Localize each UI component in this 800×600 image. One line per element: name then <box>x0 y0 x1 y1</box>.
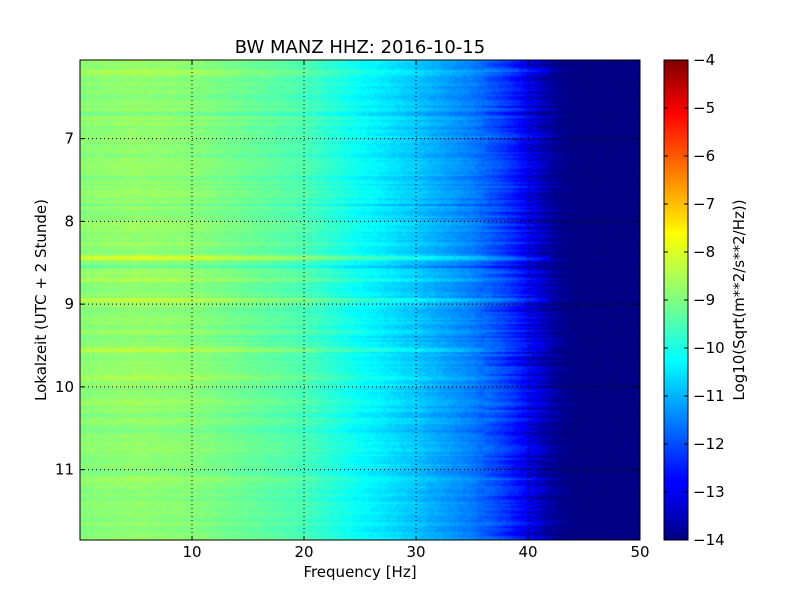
y-tick-label: 7 <box>64 130 74 148</box>
chart-title: BW MANZ HHZ: 2016-10-15 <box>235 37 485 58</box>
x-tick-label: 40 <box>518 543 537 561</box>
colorbar-tick-label: −5 <box>693 99 715 117</box>
x-tick-label: 30 <box>406 543 425 561</box>
y-tick-label: 11 <box>55 461 74 479</box>
colorbar-tick-label: −6 <box>693 147 715 165</box>
colorbar-tick-label: −7 <box>693 195 715 213</box>
colorbar-label: Log10(Sqrt(m**2/s**2/Hz)) <box>730 199 748 400</box>
x-tick-label: 50 <box>630 543 649 561</box>
x-tick-label: 20 <box>294 543 313 561</box>
colorbar-tick-label: −9 <box>693 291 715 309</box>
colorbar-tick-label: −4 <box>693 51 715 69</box>
x-axis: 10 20 30 40 50 <box>182 60 650 561</box>
y-tick-label: 10 <box>55 378 74 396</box>
colorbar-tick-label: −12 <box>693 435 725 453</box>
grid-lines <box>80 60 640 540</box>
colorbar-tick-label: −13 <box>693 483 725 501</box>
heatmap-area <box>80 60 640 540</box>
colorbar-tick-label: −8 <box>693 243 715 261</box>
colorbar-tick-label: −11 <box>693 387 725 405</box>
colorbar: −4 −5 −6 −7 −8 −9 −10 −11 −12 −13 −14 Log10(Sqrt(m… <box>663 51 748 549</box>
plot-frame <box>79 59 641 541</box>
colorbar-ticks: −4 −5 −6 −7 −8 −9 −10 −11 −12 −13 −14 <box>664 51 725 549</box>
colorbar-tick-label: −10 <box>693 339 725 357</box>
x-tick-label: 10 <box>182 543 201 561</box>
y-axis-label: Lokalzeit (UTC + 2 Stunde) <box>32 199 50 401</box>
y-tick-label: 9 <box>64 295 74 313</box>
colorbar-tick-label: −14 <box>693 531 725 549</box>
spectrogram-heatmap <box>80 60 640 540</box>
y-tick-label: 8 <box>64 212 74 230</box>
y-axis: 7 8 9 10 11 <box>55 130 640 479</box>
x-axis-label: Frequency [Hz] <box>303 563 416 581</box>
